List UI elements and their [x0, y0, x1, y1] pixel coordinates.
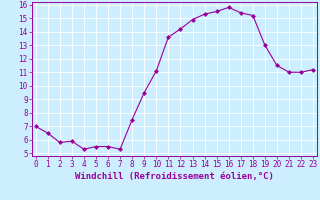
X-axis label: Windchill (Refroidissement éolien,°C): Windchill (Refroidissement éolien,°C): [75, 172, 274, 181]
